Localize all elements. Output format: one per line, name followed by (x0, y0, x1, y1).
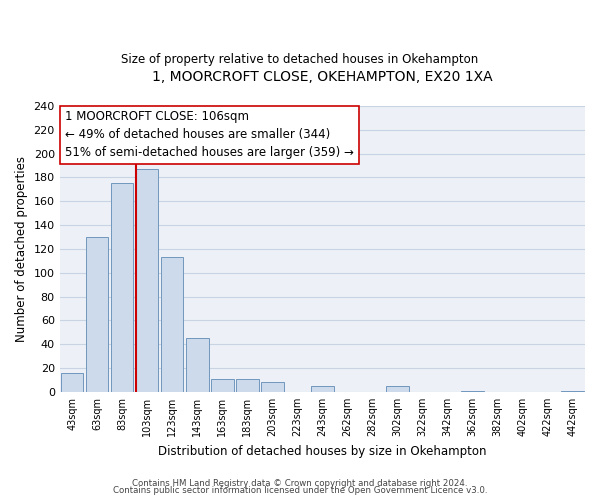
Bar (61, 373, 83, 392)
Text: Contains HM Land Registry data © Crown copyright and database right 2024.: Contains HM Land Registry data © Crown c… (132, 478, 468, 488)
Title: 1, MOORCROFT CLOSE, OKEHAMPTON, EX20 1XA: 1, MOORCROFT CLOSE, OKEHAMPTON, EX20 1XA (152, 70, 493, 84)
Bar (186, 338, 209, 392)
Bar (461, 390, 484, 392)
Text: Contains public sector information licensed under the Open Government Licence v3: Contains public sector information licen… (113, 486, 487, 495)
Bar (561, 390, 584, 392)
Bar (261, 382, 284, 392)
Bar (111, 184, 133, 392)
Bar (211, 379, 233, 392)
Bar (86, 237, 109, 392)
Text: Size of property relative to detached houses in Okehampton: Size of property relative to detached ho… (121, 52, 479, 66)
Bar (236, 379, 259, 392)
Bar (386, 386, 409, 392)
Text: 1 MOORCROFT CLOSE: 106sqm
← 49% of detached houses are smaller (344)
51% of semi: 1 MOORCROFT CLOSE: 106sqm ← 49% of detac… (65, 110, 354, 160)
X-axis label: Distribution of detached houses by size in Okehampton: Distribution of detached houses by size … (158, 444, 487, 458)
Bar (311, 386, 334, 392)
Y-axis label: Number of detached properties: Number of detached properties (15, 156, 28, 342)
Bar (161, 258, 184, 392)
Bar (136, 169, 158, 392)
